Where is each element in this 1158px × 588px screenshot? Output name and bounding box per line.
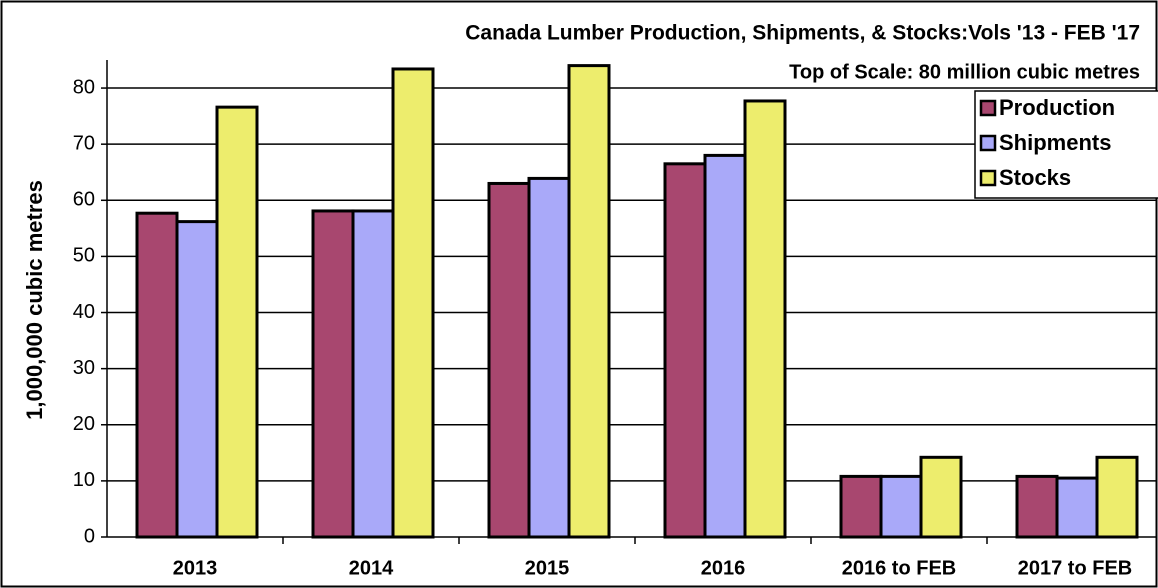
bar: [839, 474, 883, 539]
bar: [135, 211, 179, 539]
bar: [215, 105, 259, 539]
bar: [567, 64, 611, 539]
bar: [1015, 474, 1059, 539]
bar: [487, 181, 531, 539]
legend-label: Stocks: [999, 165, 1071, 190]
chart-title: Canada Lumber Production, Shipments, & S…: [465, 22, 1140, 45]
bar: [663, 162, 707, 539]
x-tick-label: 2016 to FEB: [842, 557, 956, 579]
legend-label: Shipments: [999, 130, 1111, 155]
bar: [351, 209, 395, 539]
legend-label: Production: [999, 95, 1115, 120]
y-tick-label: 20: [73, 413, 95, 435]
x-tick-label: 2015: [525, 557, 570, 579]
legend-swatch: [979, 134, 997, 152]
x-tick-label: 2013: [173, 557, 218, 579]
bar: [919, 455, 963, 539]
legend-box: [974, 90, 1158, 199]
y-tick-label: 70: [73, 132, 95, 154]
bar: [527, 176, 571, 539]
bar: [311, 209, 355, 539]
y-tick-label: 60: [73, 189, 95, 211]
bar: [1095, 455, 1139, 539]
bar: [703, 153, 747, 539]
y-tick-label: 10: [73, 469, 95, 491]
x-tick-label: 2017 to FEB: [1018, 557, 1132, 579]
legend-swatch: [979, 169, 997, 187]
x-tick-label: 2016: [701, 557, 746, 579]
y-tick-label: 30: [73, 357, 95, 379]
bar: [1055, 476, 1099, 539]
chart-subtitle: Top of Scale: 80 million cubic metres: [789, 61, 1140, 83]
y-tick-label: 80: [73, 76, 95, 98]
x-tick-label: 2014: [349, 557, 394, 579]
bar: [743, 99, 787, 539]
bar: [391, 67, 435, 539]
bar: [175, 220, 219, 539]
legend-swatch: [979, 99, 997, 117]
y-tick-label: 50: [73, 245, 95, 267]
y-axis-label: 1,000,000 cubic metres: [22, 180, 47, 420]
bar: [879, 474, 923, 539]
y-tick-label: 40: [73, 301, 95, 323]
y-tick-label: 0: [84, 525, 95, 547]
